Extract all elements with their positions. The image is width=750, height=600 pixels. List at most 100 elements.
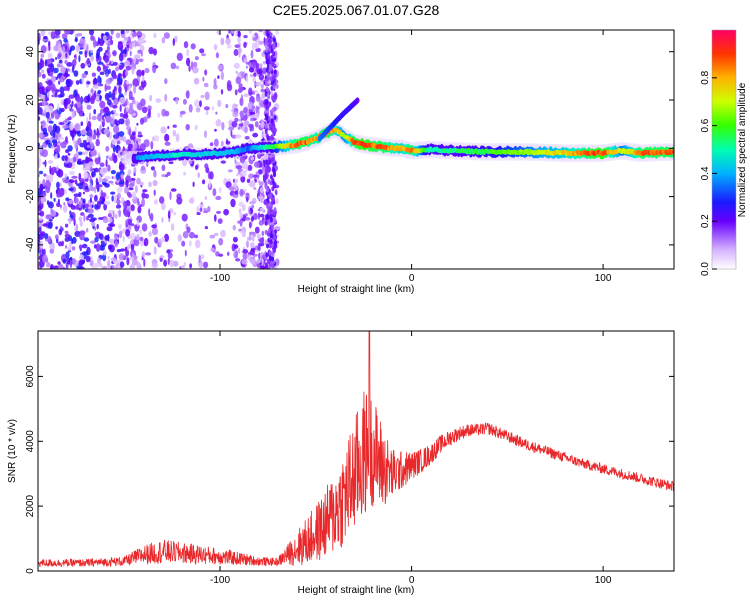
noise-mark [235, 70, 238, 75]
noise-mark [86, 246, 91, 256]
noise-mark [264, 129, 268, 135]
noise-mark [85, 156, 89, 164]
noise-mark [145, 252, 152, 256]
noise-mark [247, 164, 253, 171]
noise-mark [64, 173, 68, 178]
noise-mark [141, 182, 144, 186]
noise-mark [50, 75, 56, 83]
noise-mark [256, 263, 261, 268]
noise-mark [250, 180, 256, 188]
noise-mark [47, 222, 53, 229]
noise-mark [274, 225, 281, 231]
noise-mark [254, 226, 260, 234]
noise-mark [204, 69, 208, 76]
noise-mark [69, 259, 73, 269]
noise-mark [123, 200, 127, 209]
noise-mark [118, 85, 122, 95]
noise-mark [186, 226, 191, 234]
noise-mark [215, 52, 219, 59]
noise-mark [74, 103, 77, 108]
noise-mark [258, 73, 265, 81]
noise-mark [262, 133, 268, 138]
noise-mark [133, 239, 140, 247]
y-tick-label: 0 [25, 145, 36, 151]
noise-mark [45, 214, 53, 220]
y-tick-label: 40 [25, 46, 36, 58]
noise-mark [246, 236, 252, 241]
noise-mark [170, 223, 175, 231]
noise-mark [48, 120, 54, 124]
noise-mark [79, 232, 85, 241]
noise-mark [141, 198, 146, 207]
noise-mark [182, 231, 189, 239]
noise-mark [258, 219, 264, 226]
noise-mark [135, 138, 141, 142]
noise-mark [47, 52, 53, 59]
noise-mark [119, 104, 122, 112]
noise-mark [137, 80, 140, 87]
noise-mark [214, 138, 219, 147]
noise-mark [217, 75, 220, 79]
noise-mark [110, 191, 116, 195]
noise-mark [84, 186, 89, 190]
noise-mark [255, 63, 259, 71]
noise-mark [73, 218, 76, 227]
noise-mark [80, 264, 83, 269]
noise-mark [110, 265, 113, 269]
noise-mark [243, 41, 247, 49]
noise-mark [57, 73, 62, 79]
noise-mark [264, 123, 268, 129]
noise-mark [69, 30, 75, 34]
noise-mark [248, 210, 251, 214]
noise-mark [105, 73, 109, 78]
noise-mark [89, 197, 92, 203]
noise-mark [58, 122, 65, 125]
noise-mark [234, 159, 237, 164]
noise-mark [89, 30, 94, 36]
noise-mark [266, 30, 270, 33]
noise-mark [67, 145, 73, 152]
noise-mark [86, 227, 89, 233]
noise-mark [246, 109, 250, 119]
noise-mark [226, 44, 232, 49]
noise-mark [129, 50, 132, 57]
noise-mark [116, 81, 123, 86]
noise-mark [132, 78, 139, 88]
noise-mark [94, 157, 101, 165]
noise-mark [150, 212, 154, 222]
noise-mark [67, 105, 71, 110]
noise-mark [196, 212, 201, 216]
noise-mark [58, 53, 62, 59]
noise-mark [68, 199, 74, 205]
snr-x-axis-label: Height of straight line (km) [298, 585, 415, 596]
snr-y-axis-label: SNR (10 * v/v) [7, 419, 18, 483]
noise-mark [81, 76, 84, 85]
noise-mark [218, 186, 222, 193]
noise-mark [238, 51, 241, 58]
noise-mark [261, 236, 265, 244]
noise-mark [228, 126, 235, 131]
noise-mark [42, 38, 46, 42]
noise-mark [194, 124, 198, 131]
spectrogram-frame [37, 29, 675, 270]
noise-mark [252, 37, 257, 42]
noise-mark [141, 165, 146, 171]
noise-mark [47, 125, 53, 133]
noise-mark [38, 145, 43, 153]
noise-mark [247, 254, 252, 260]
noise-mark [169, 259, 175, 268]
noise-mark [51, 139, 58, 144]
noise-mark [232, 178, 235, 183]
noise-mark [116, 186, 123, 193]
noise-mark [43, 173, 47, 177]
noise-mark [85, 165, 91, 170]
noise-mark [212, 188, 217, 197]
noise-mark [63, 202, 66, 206]
noise-mark [136, 217, 142, 221]
noise-mark [239, 212, 244, 219]
noise-mark [227, 169, 233, 173]
noise-mark [172, 124, 177, 128]
noise-mark [44, 159, 47, 168]
noise-mark [250, 117, 254, 122]
noise-mark [249, 201, 256, 205]
